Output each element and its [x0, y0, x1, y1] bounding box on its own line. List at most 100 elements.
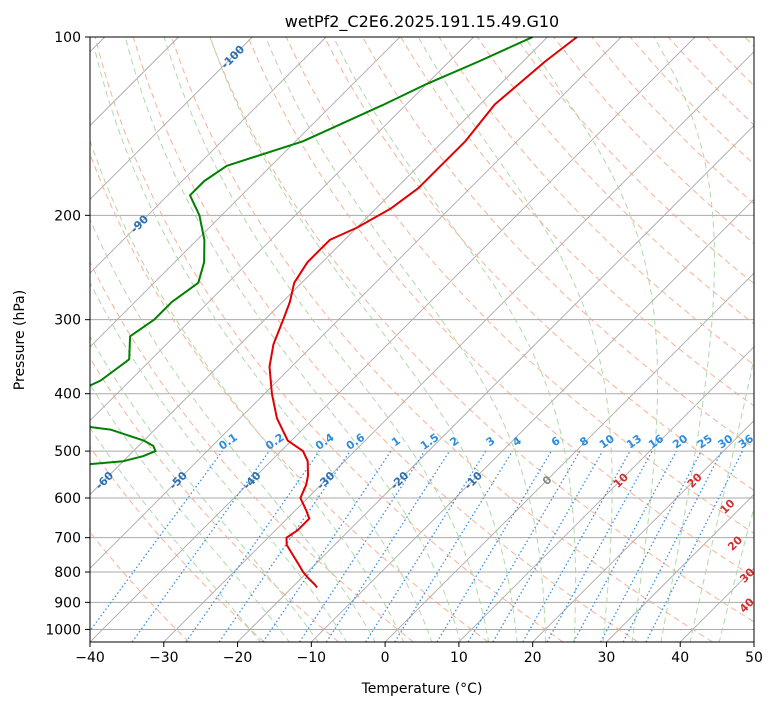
isotherm-line	[753, 641, 754, 642]
x-tick-label: 0	[381, 650, 390, 666]
dewpoint-profile-line	[90, 37, 534, 466]
dry-adiabat-line	[171, 37, 713, 642]
mixing-ratio-line	[467, 450, 581, 642]
moist-adiabat-line	[163, 37, 490, 642]
mixing-ratio-line	[218, 450, 351, 642]
isotherm-label: -10	[462, 469, 485, 492]
moist-adiabat-line	[417, 37, 613, 642]
x-axis-ticks: −40 −30 −20 −10 0 10 20 30 40 50	[75, 642, 763, 666]
dry-adiabat-line	[90, 356, 339, 642]
y-axis-label: Pressure (hPa)	[12, 290, 28, 390]
dry-adiabat-line	[94, 37, 564, 642]
dry-adiabat-line	[90, 446, 265, 642]
isotherm-line	[606, 493, 754, 642]
isotherm-line	[90, 37, 401, 348]
isotherm-line	[163, 51, 754, 642]
dry-adiabat-line	[553, 37, 754, 245]
mixing-ratio-line	[572, 450, 678, 642]
y-tick-label: 800	[54, 565, 81, 581]
isotherm-label: 30	[759, 470, 775, 490]
mixing-ratio-line	[492, 450, 604, 642]
mixing-ratio-label: 36	[736, 432, 756, 452]
x-tick-label: −30	[149, 650, 179, 666]
y-tick-label: 900	[54, 595, 81, 611]
dry-adiabat-line	[90, 152, 489, 642]
moist-adiabat-line	[90, 383, 291, 642]
x-tick-label: 50	[745, 650, 763, 666]
dry-adiabat-line	[476, 37, 754, 325]
x-tick-label: −10	[297, 650, 327, 666]
isotherm-label: -30	[314, 469, 337, 492]
mixing-ratio-label: 4	[510, 434, 524, 449]
sounding-profiles	[90, 37, 578, 589]
dry-adiabat-line	[706, 37, 754, 87]
x-tick-label: −40	[75, 650, 105, 666]
mixing-ratio-label: 30	[715, 432, 735, 452]
isotherm-line	[237, 124, 754, 642]
isotherm-line	[458, 346, 754, 642]
dry-adiabat-line	[90, 260, 414, 642]
mixing-ratio-line	[546, 450, 653, 642]
x-axis-label: Temperature (°C)	[361, 681, 483, 697]
dry-adiabat-line	[132, 37, 639, 642]
mixing-ratio-label: 0.1	[216, 431, 239, 453]
y-tick-label: 500	[54, 444, 81, 460]
isotherm-label: -100	[219, 43, 248, 72]
mixing-ratio-label: 13	[624, 432, 644, 451]
x-tick-label: 20	[524, 650, 542, 666]
moist-adiabat-line	[265, 37, 547, 642]
dry-adiabat-line	[438, 37, 754, 366]
x-tick-label: 30	[598, 650, 616, 666]
y-tick-label: 200	[54, 208, 81, 224]
moist-adiabat-line	[90, 281, 348, 642]
x-tick-label: −20	[223, 650, 253, 666]
y-tick-label: 300	[54, 313, 81, 329]
mixing-ratio-line	[365, 450, 487, 642]
moist-adiabat-line	[90, 218, 376, 642]
moist-adiabat-line	[689, 356, 754, 642]
mixing-ratio-label: 6	[549, 434, 563, 449]
isotherm-label: -70	[19, 469, 42, 492]
y-tick-label: 1000	[45, 622, 81, 638]
dry-adiabat-line	[362, 37, 754, 449]
mixing-ratio-label: 20	[670, 432, 690, 452]
x-tick-label: 10	[450, 650, 468, 666]
mixing-ratio-line	[394, 450, 513, 642]
isotherm-label: -40	[240, 469, 263, 492]
mixing-ratio-label: 8	[577, 434, 591, 449]
mixing-ratio-label: 16	[646, 432, 666, 452]
y-tick-label: 100	[54, 30, 81, 46]
plot-frame	[89, 36, 755, 643]
mixing-ratio-label: 3	[484, 434, 498, 449]
isotherm-line	[90, 37, 696, 642]
moist-adiabat-line	[90, 139, 405, 642]
moist-adiabat-line	[94, 49, 433, 642]
dry-adiabat-line	[209, 37, 754, 623]
moist-adiabat-line	[209, 37, 518, 642]
isotherm-label: -90	[128, 212, 151, 235]
moist-adiabat-line	[90, 427, 262, 642]
temperature-profile-line	[268, 37, 578, 589]
mixing-ratio-label: 2	[448, 434, 462, 449]
mixing-ratio-line	[436, 450, 552, 642]
mixing-ratio-line	[325, 450, 451, 642]
isotherm-line	[90, 37, 622, 569]
moist-adiabat-line	[124, 37, 461, 642]
isotherm-line	[90, 37, 253, 200]
mixing-ratio-line	[185, 450, 320, 642]
isotherm-line	[679, 567, 754, 642]
line-labels: 0.1 0.2 0.4 0.6 1 1.5 2 3 4 6 8 10 13 16 20 25 30 36-100-…	[19, 43, 775, 616]
mixing-ratio-label: 10	[597, 432, 617, 452]
background-grid	[90, 37, 754, 642]
isotherm-line	[311, 198, 754, 642]
mixing-ratio-line	[522, 450, 631, 642]
isotherm-line	[90, 37, 474, 422]
isotherm-label: 10	[611, 470, 631, 490]
dry-adiabat-line	[591, 37, 754, 205]
isotherm-line	[384, 272, 754, 642]
dry-adiabat-line	[285, 37, 754, 535]
dry-adiabat-line	[90, 531, 190, 642]
mixing-ratio-label: 0.6	[344, 431, 368, 453]
chart-title: wetPf2_C2E6.2025.191.15.49.G10	[285, 12, 559, 32]
